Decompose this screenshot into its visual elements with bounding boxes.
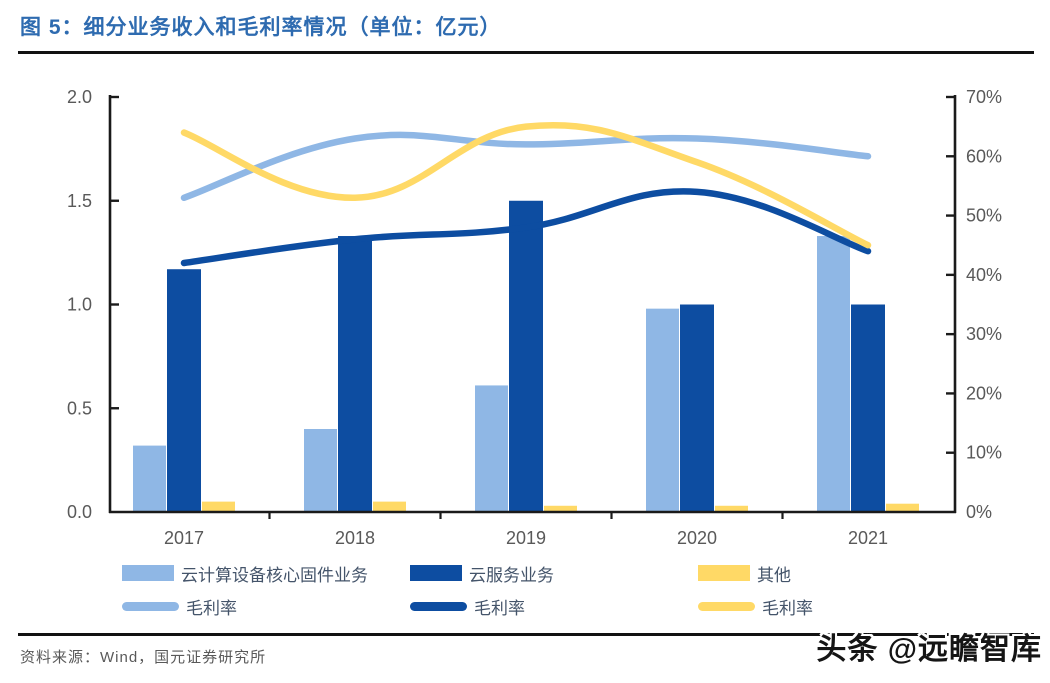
- left-tick-label: 0.5: [67, 398, 92, 418]
- bar-2019-3: [544, 505, 577, 512]
- x-tick-label: 2019: [506, 528, 546, 548]
- watermark: 头条 @远瞻智库: [816, 633, 1042, 666]
- bar-swatch-light-blue: [122, 565, 174, 581]
- x-tick-label: 2017: [164, 528, 204, 548]
- legend-item-bar-3: 其他: [698, 564, 791, 585]
- x-tick-label: 2018: [335, 528, 375, 548]
- bar-2019-2: [509, 200, 543, 512]
- x-tick-label: 2020: [677, 528, 717, 548]
- left-tick-label: 0.0: [67, 502, 92, 522]
- bar-2017-2: [167, 269, 201, 512]
- margin-line-2: [180, 188, 872, 267]
- bar-2021-1: [817, 236, 850, 512]
- bar-2019-1: [475, 385, 508, 512]
- line-swatch-dark-blue: [410, 601, 467, 611]
- source-note: 资料来源：Wind，国元证券研究所: [20, 649, 267, 666]
- bar-2017-3: [202, 501, 235, 512]
- x-tick-label: 2021: [848, 528, 888, 548]
- bar-swatch-dark-blue: [410, 565, 462, 581]
- right-tick-label: 10%: [966, 443, 1002, 463]
- legend-label: 毛利率: [762, 598, 813, 618]
- bar-2018-3: [373, 501, 406, 512]
- bar-2017-1: [133, 445, 166, 512]
- footer-divider: [18, 633, 1034, 636]
- legend-label: 云计算设备核心固件业务: [181, 565, 368, 585]
- right-tick-label: 20%: [966, 383, 1002, 403]
- legend-item-bar-1: 云计算设备核心固件业务: [122, 564, 368, 585]
- legend-label: 毛利率: [474, 598, 525, 618]
- left-tick-label: 2.0: [67, 87, 92, 107]
- bar-2018-1: [304, 429, 337, 512]
- legend-label: 云服务业务: [469, 565, 554, 585]
- line-swatch-yellow: [698, 601, 755, 611]
- line-swatch-light-blue: [122, 601, 179, 611]
- right-tick-label: 0%: [966, 502, 992, 522]
- bar-2020-3: [715, 505, 748, 512]
- right-tick-label: 70%: [966, 87, 1002, 107]
- bar-2021-3: [886, 503, 919, 512]
- margin-line-3: [180, 121, 872, 249]
- title-divider: [18, 51, 1034, 54]
- bar-2021-2: [851, 304, 885, 512]
- bar-2018-2: [338, 236, 372, 512]
- left-tick-label: 1.0: [67, 295, 92, 315]
- left-tick-label: 1.5: [67, 191, 92, 211]
- right-tick-label: 30%: [966, 324, 1002, 344]
- bar-2020-1: [646, 308, 679, 512]
- bar-2020-2: [680, 304, 714, 512]
- right-tick-label: 50%: [966, 206, 1002, 226]
- legend-item-bar-2: 云服务业务: [410, 564, 554, 585]
- legend-item-line-2: 毛利率: [410, 597, 525, 618]
- figure-title: 图 5：细分业务收入和毛利率情况（单位：亿元）: [20, 16, 502, 39]
- legend-item-line-3: 毛利率: [698, 597, 813, 618]
- bar-swatch-yellow: [698, 565, 750, 581]
- legend-item-line-1: 毛利率: [122, 597, 237, 618]
- legend-label: 毛利率: [186, 598, 237, 618]
- margin-line-1: [180, 131, 872, 202]
- legend-label: 其他: [757, 565, 791, 585]
- right-tick-label: 60%: [966, 146, 1002, 166]
- right-tick-label: 40%: [966, 265, 1002, 285]
